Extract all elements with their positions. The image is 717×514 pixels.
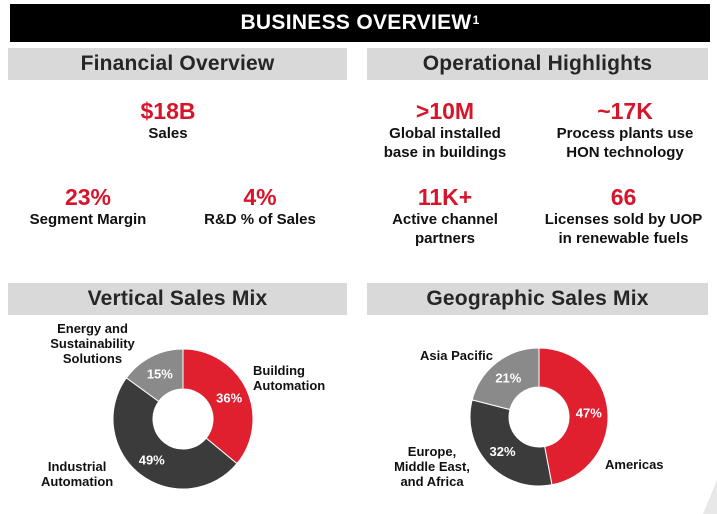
- uop-licenses-line1: Licenses sold by UOP: [544, 211, 703, 228]
- geographic-sales-mix-header: Geographic Sales Mix: [367, 283, 708, 315]
- vertical-slice-label-1: 36%: [216, 390, 242, 405]
- label-energy-sustainability-line3: Solutions: [62, 351, 123, 366]
- uop-licenses-metric: 66 Licenses sold by UOP in renewable fue…: [530, 184, 717, 248]
- process-plants-metric: ~17K Process plants use HON technology: [535, 98, 715, 162]
- segment-margin-value: 23%: [64, 184, 112, 210]
- label-americas-line1: Americas: [605, 457, 664, 472]
- page-title-text: BUSINESS OVERVIEW: [240, 11, 472, 34]
- geo-slice-label-2: 32%: [490, 444, 516, 459]
- channel-partners-line1: Active channel: [392, 211, 498, 228]
- financial-overview-header: Financial Overview: [8, 48, 347, 80]
- operational-highlights-header-text: Operational Highlights: [422, 52, 653, 75]
- vertical-slice-2: [112, 377, 238, 490]
- label-emea: Europe, Middle East, and Africa: [387, 444, 477, 489]
- channel-partners-metric: 11K+ Active channel partners: [360, 184, 530, 248]
- label-emea-line2: Middle East,: [394, 459, 470, 474]
- vertical-slice-1: [182, 348, 254, 465]
- installed-base-metric: >10M Global installed base in buildings: [360, 98, 530, 162]
- label-emea-line1: Europe,: [407, 444, 457, 459]
- vertical-slice-label-2: 49%: [139, 452, 165, 467]
- process-plants-value: ~17K: [597, 98, 653, 124]
- financial-overview-header-text: Financial Overview: [80, 52, 275, 75]
- geo-slice-label-1: 47%: [576, 405, 602, 420]
- label-asia-pacific: Asia Pacific: [420, 348, 493, 363]
- label-industrial-automation-line1: Industrial: [47, 459, 107, 474]
- channel-partners-line2: partners: [414, 230, 476, 247]
- uop-licenses-line2: in renewable fuels: [558, 230, 689, 247]
- operational-highlights-header: Operational Highlights: [367, 48, 708, 80]
- sales-label: Sales: [148, 125, 188, 142]
- rnd-metric: 4% R&D % of Sales: [180, 184, 340, 229]
- label-americas: Americas: [605, 457, 664, 472]
- page-title: BUSINESS OVERVIEW 1: [10, 4, 710, 42]
- process-plants-line2: HON technology: [566, 144, 684, 161]
- label-building-automation-line2: Automation: [253, 378, 326, 393]
- label-industrial-automation: Industrial Automation: [41, 459, 113, 489]
- label-industrial-automation-line2: Automation: [41, 474, 114, 489]
- page-title-footnote: 1: [472, 13, 480, 27]
- segment-margin-metric: 23% Segment Margin: [8, 184, 168, 229]
- label-energy-sustainability-line2: Sustainability: [50, 336, 135, 351]
- geo-slice-3: [471, 347, 540, 411]
- label-building-automation: Building Automation: [253, 363, 325, 393]
- vertical-sales-mix-header-text: Vertical Sales Mix: [87, 287, 268, 310]
- uop-licenses-value: 66: [610, 184, 637, 210]
- process-plants-line1: Process plants use: [556, 125, 694, 142]
- installed-base-line1: Global installed: [389, 125, 501, 142]
- installed-base-value: >10M: [415, 98, 475, 124]
- label-asia-pacific-line1: Asia Pacific: [420, 348, 493, 363]
- label-building-automation-line1: Building: [253, 363, 305, 378]
- geographic-sales-mix-header-text: Geographic Sales Mix: [426, 287, 649, 310]
- installed-base-line2: base in buildings: [383, 144, 507, 161]
- channel-partners-value: 11K+: [417, 184, 473, 210]
- label-energy-sustainability: Energy and Sustainability Solutions: [40, 321, 145, 366]
- vertical-sales-mix-header: Vertical Sales Mix: [8, 283, 347, 315]
- label-energy-sustainability-line1: Energy and: [57, 321, 128, 336]
- segment-margin-label: Segment Margin: [29, 211, 147, 228]
- rnd-value: 4%: [243, 184, 277, 210]
- sales-metric: $18B Sales: [98, 98, 238, 143]
- vertical-slice-label-3: 15%: [147, 367, 173, 382]
- geo-slice-2: [469, 399, 553, 487]
- geo-slice-label-3: 21%: [495, 370, 521, 385]
- vertical-slice-3: [125, 348, 184, 403]
- label-emea-line3: and Africa: [400, 474, 464, 489]
- geo-slice-1: [538, 347, 609, 486]
- sales-value: $18B: [140, 98, 196, 124]
- rnd-label: R&D % of Sales: [204, 211, 316, 228]
